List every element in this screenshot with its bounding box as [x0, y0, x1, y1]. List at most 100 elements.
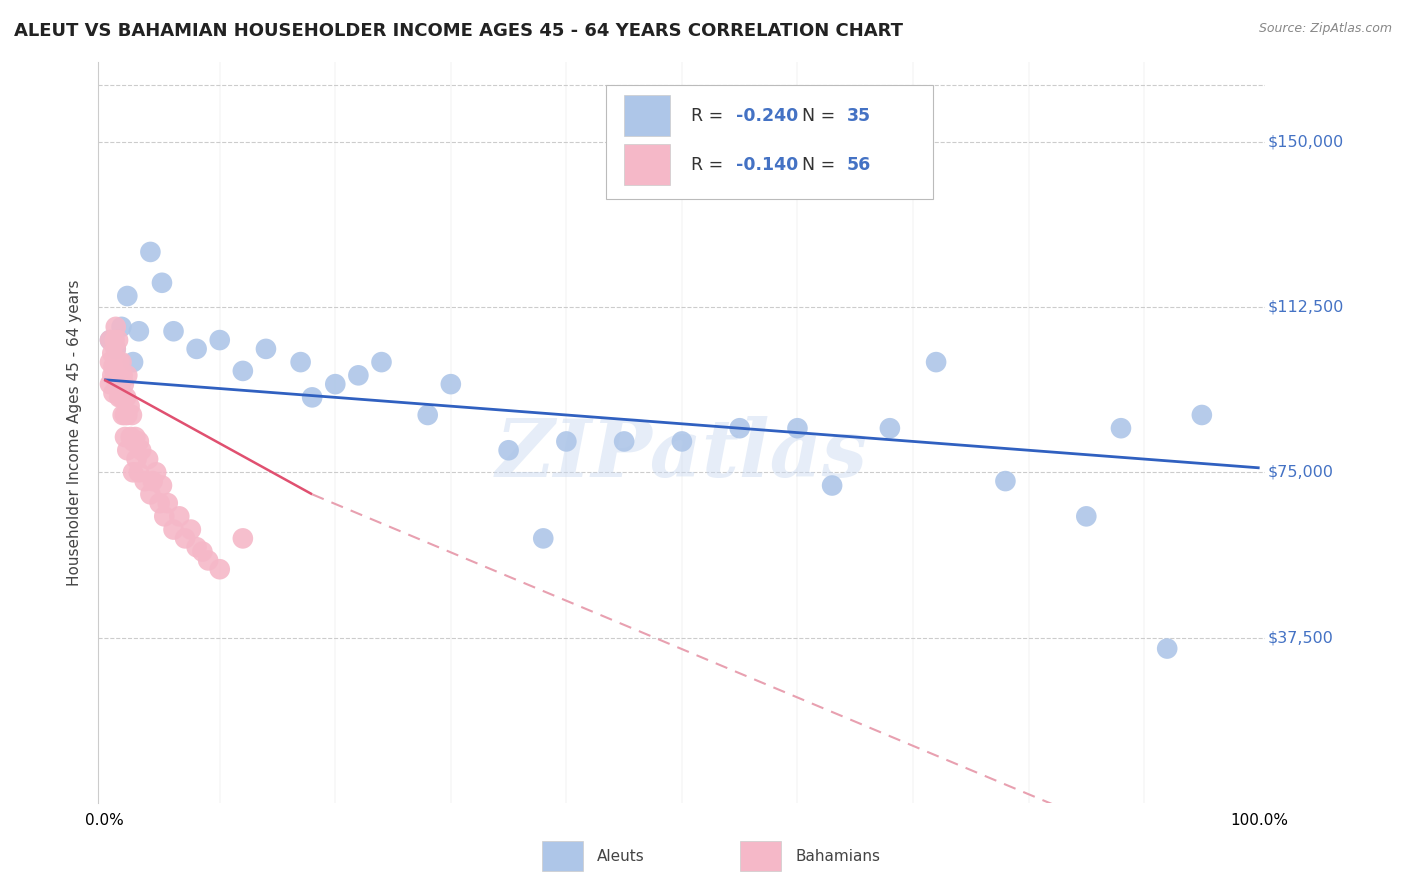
- Point: [110, 377, 132, 392]
- Point: [110, 319, 132, 334]
- Point: [1109, 421, 1132, 435]
- Text: $150,000: $150,000: [1268, 135, 1344, 149]
- Point: [186, 540, 208, 554]
- Point: [145, 465, 167, 479]
- Point: [156, 496, 179, 510]
- FancyBboxPatch shape: [541, 841, 582, 871]
- FancyBboxPatch shape: [741, 841, 782, 871]
- Point: [555, 434, 578, 449]
- Point: [139, 244, 162, 259]
- Point: [1156, 641, 1178, 656]
- Text: Source: ZipAtlas.com: Source: ZipAtlas.com: [1258, 22, 1392, 36]
- Point: [103, 359, 125, 374]
- Point: [107, 364, 129, 378]
- Point: [1076, 509, 1098, 524]
- Point: [180, 523, 202, 537]
- Point: [290, 355, 312, 369]
- Point: [254, 342, 277, 356]
- Text: $75,000: $75,000: [1268, 465, 1334, 480]
- Point: [142, 474, 165, 488]
- Point: [174, 532, 197, 546]
- Point: [108, 355, 131, 369]
- FancyBboxPatch shape: [624, 145, 671, 185]
- Point: [104, 342, 127, 356]
- Point: [232, 532, 254, 546]
- Text: Aleuts: Aleuts: [596, 848, 644, 863]
- Point: [994, 474, 1017, 488]
- Point: [128, 434, 150, 449]
- Point: [786, 421, 808, 435]
- Point: [120, 430, 142, 444]
- Point: [107, 333, 129, 347]
- Point: [153, 509, 176, 524]
- Point: [101, 346, 124, 360]
- Point: [114, 430, 136, 444]
- Point: [169, 509, 191, 524]
- Point: [197, 553, 219, 567]
- Point: [108, 390, 131, 404]
- Point: [104, 319, 127, 334]
- Point: [150, 276, 173, 290]
- Point: [323, 377, 346, 392]
- Point: [110, 355, 132, 369]
- Point: [104, 368, 127, 383]
- FancyBboxPatch shape: [624, 95, 671, 136]
- Text: 56: 56: [846, 155, 870, 174]
- Point: [301, 390, 323, 404]
- Text: -0.140: -0.140: [735, 155, 797, 174]
- Text: ALEUT VS BAHAMIAN HOUSEHOLDER INCOME AGES 45 - 64 YEARS CORRELATION CHART: ALEUT VS BAHAMIAN HOUSEHOLDER INCOME AGE…: [14, 22, 903, 40]
- Point: [128, 324, 150, 338]
- Point: [139, 487, 162, 501]
- Point: [347, 368, 370, 383]
- Text: $37,500: $37,500: [1268, 630, 1334, 645]
- Text: $112,500: $112,500: [1268, 300, 1344, 315]
- Point: [1191, 408, 1213, 422]
- Point: [149, 496, 172, 510]
- Y-axis label: Householder Income Ages 45 - 64 years: Householder Income Ages 45 - 64 years: [66, 279, 82, 586]
- Point: [162, 523, 184, 537]
- Point: [821, 478, 844, 492]
- Point: [110, 390, 132, 404]
- Point: [925, 355, 948, 369]
- Point: [671, 434, 693, 449]
- Point: [117, 368, 139, 383]
- Point: [531, 532, 554, 546]
- Point: [121, 408, 143, 422]
- Point: [118, 399, 141, 413]
- Text: N =: N =: [801, 155, 841, 174]
- Point: [104, 333, 127, 347]
- Text: ZIPatlas: ZIPatlas: [496, 416, 868, 493]
- Point: [191, 544, 214, 558]
- Point: [122, 355, 145, 369]
- Point: [101, 368, 124, 383]
- Point: [103, 386, 125, 401]
- Point: [98, 377, 121, 392]
- Point: [208, 333, 231, 347]
- Point: [150, 478, 173, 492]
- Point: [613, 434, 636, 449]
- Point: [111, 408, 134, 422]
- Point: [117, 443, 139, 458]
- Point: [114, 408, 136, 422]
- Point: [104, 342, 127, 356]
- Point: [117, 289, 139, 303]
- Point: [98, 355, 121, 369]
- Point: [122, 465, 145, 479]
- Text: R =: R =: [692, 107, 728, 125]
- Point: [728, 421, 751, 435]
- Point: [186, 342, 208, 356]
- Text: R =: R =: [692, 155, 728, 174]
- FancyBboxPatch shape: [606, 85, 932, 200]
- Point: [162, 324, 184, 338]
- Point: [122, 434, 145, 449]
- Point: [125, 452, 148, 467]
- Point: [232, 364, 254, 378]
- Point: [98, 333, 121, 347]
- Point: [104, 364, 127, 378]
- Point: [879, 421, 901, 435]
- Point: [111, 368, 134, 383]
- Text: 35: 35: [846, 107, 870, 125]
- Text: -0.240: -0.240: [735, 107, 797, 125]
- Point: [115, 390, 138, 404]
- Point: [124, 430, 146, 444]
